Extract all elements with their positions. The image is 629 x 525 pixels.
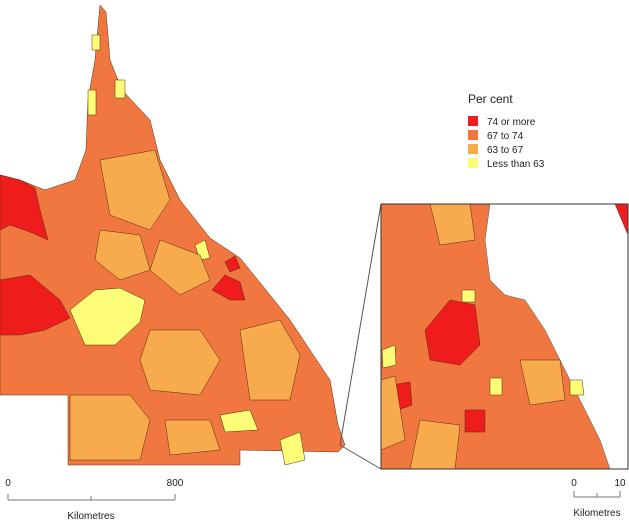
region [69, 394, 151, 461]
region [219, 409, 259, 433]
scale-label: 800 [167, 478, 184, 489]
inset-region [489, 377, 503, 396]
inset-region [464, 409, 486, 433]
main-map [0, 4, 346, 466]
inset-region [461, 289, 476, 303]
scale-label: 10 [614, 478, 626, 489]
main-scale: 0 800 Kilometres [5, 478, 184, 522]
inset-region [519, 359, 566, 406]
legend-label: 74 or more [487, 117, 536, 128]
region [114, 79, 126, 99]
region [69, 287, 146, 346]
region [149, 239, 211, 296]
connector-line [339, 203, 382, 446]
legend: Per cent 74 or more 67 to 74 63 to 67 Less … [468, 92, 545, 170]
region [139, 329, 221, 396]
inset-region [424, 299, 481, 366]
scale-label: 0 [571, 478, 577, 489]
region [94, 229, 151, 281]
scale-label: 0 [5, 478, 11, 489]
state-region [0, 4, 346, 466]
region [164, 419, 221, 456]
region [224, 255, 241, 273]
scale-unit: Kilometres [573, 508, 620, 519]
region [0, 274, 71, 336]
region [87, 89, 97, 116]
inset-map [380, 203, 629, 470]
legend-label: 67 to 74 [487, 131, 524, 142]
legend-swatch [468, 130, 478, 140]
legend-label: 63 to 67 [487, 145, 524, 156]
inset-region [381, 344, 397, 369]
region [279, 431, 306, 466]
region [0, 174, 49, 241]
legend-title: Per cent [468, 92, 513, 106]
connector-line [339, 444, 382, 470]
region [99, 149, 171, 231]
inset-scale: 0 10 Kilometres [571, 478, 626, 519]
region [239, 319, 301, 401]
legend-swatch [468, 158, 478, 168]
inset-frame [380, 203, 629, 470]
legend-swatch [468, 116, 478, 126]
legend-label: Less than 63 [487, 159, 545, 170]
legend-swatch [468, 144, 478, 154]
scale-unit: Kilometres [67, 511, 114, 520]
inset-region [569, 379, 585, 396]
region [211, 274, 246, 301]
region [91, 34, 101, 51]
